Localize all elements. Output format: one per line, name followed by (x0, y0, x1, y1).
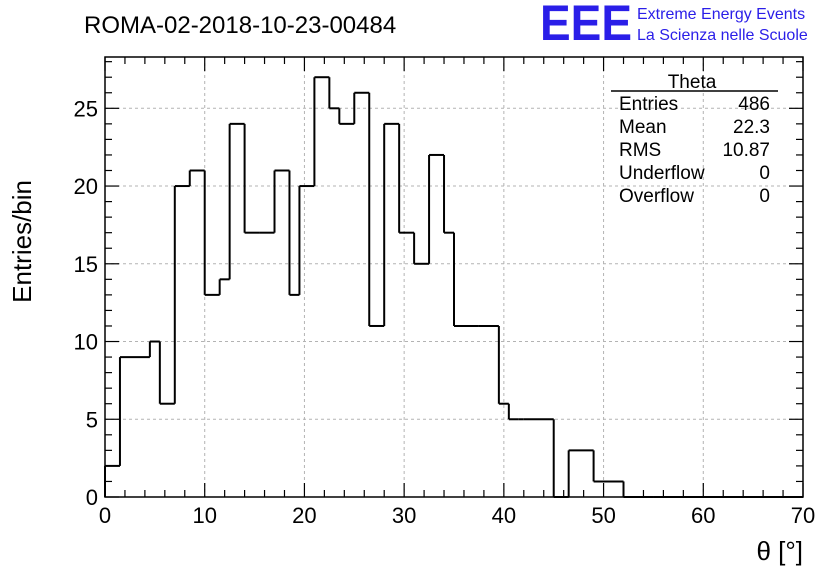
axes (104, 56, 804, 498)
histogram-series (104, 76, 803, 498)
stats-label: Entries (619, 94, 678, 115)
y-tick-label: 0 (86, 485, 98, 510)
y-tick-label: 10 (74, 330, 98, 355)
y-tick-label: 15 (74, 252, 98, 277)
x-tick-label: 10 (192, 503, 216, 528)
stats-title: Theta (668, 72, 717, 93)
x-tick-label: 60 (691, 503, 715, 528)
stats-value: 0 (759, 186, 770, 207)
logo-line-2: La Scienza nelle Scuole (637, 27, 808, 44)
logo-line-1: Extreme Energy Events (637, 6, 805, 23)
y-tick-label: 20 (74, 174, 98, 199)
x-axis-title: θ [°] (756, 536, 803, 566)
x-tick-label: 20 (292, 503, 316, 528)
y-axis-title: Entries/bin (7, 180, 37, 303)
tick-labels: 0 10 20 30 40 50 60 70 0 5 10 15 20 25 (74, 96, 816, 528)
stats-value: 0 (759, 163, 770, 184)
y-tick-label: 25 (74, 96, 98, 121)
x-tick-label: 30 (392, 503, 416, 528)
x-tick-label: 40 (492, 503, 516, 528)
grid (105, 57, 803, 497)
x-tick-label: 70 (791, 503, 815, 528)
plot-frame (104, 56, 804, 498)
stats-label: RMS (619, 140, 661, 161)
run-title: ROMA-02-2018-10-23-00484 (84, 12, 396, 39)
stats-value: 486 (738, 94, 770, 115)
y-tick-label: 5 (86, 407, 98, 432)
stats-value: 22.3 (733, 117, 770, 138)
stats-value: 10.87 (722, 140, 770, 161)
stats-box: Theta Entries 486 Mean 22.3 RMS 10.87 Underflo… (611, 72, 778, 207)
stats-label: Overflow (619, 186, 694, 207)
stats-label: Mean (619, 117, 667, 138)
x-tick-label: 0 (99, 503, 111, 528)
x-tick-label: 50 (591, 503, 615, 528)
eee-logo: EEE Extreme Energy Events La Scienza nel… (540, 0, 808, 51)
logo-text: EEE (540, 0, 632, 51)
stats-label: Underflow (619, 163, 705, 184)
